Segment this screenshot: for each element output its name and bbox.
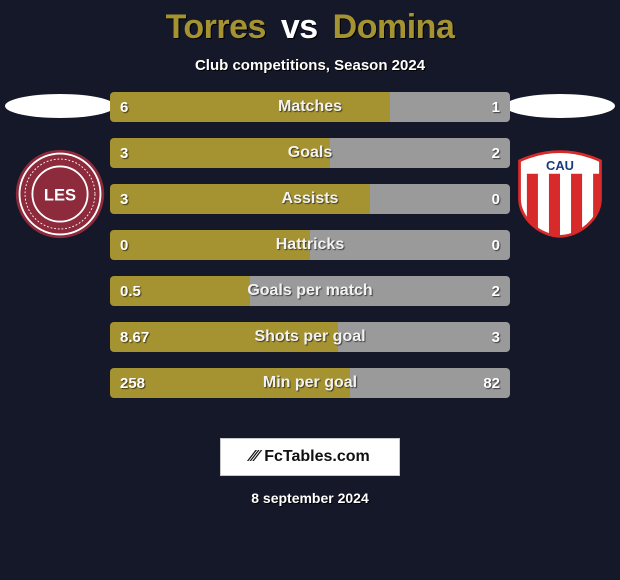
bar-left	[110, 184, 370, 214]
stat-row: 8.673Shots per goal	[110, 322, 510, 352]
stat-value-right: 2	[482, 138, 510, 168]
brand-glyph-icon: ⁄⁄⁄	[250, 448, 258, 466]
comparison-panel: LES CAU 61Matc	[0, 92, 620, 422]
lanus-crest-icon: LES	[14, 148, 106, 240]
right-team-crest: CAU	[514, 148, 606, 240]
stat-row: 0.52Goals per match	[110, 276, 510, 306]
stat-row: 00Hattricks	[110, 230, 510, 260]
union-crest-icon: CAU	[514, 148, 606, 240]
stat-value-right: 0	[482, 184, 510, 214]
subtitle: Club competitions, Season 2024	[0, 57, 620, 74]
bar-left	[110, 230, 310, 260]
stats-bars: 61Matches32Goals30Assists00Hattricks0.52…	[110, 92, 510, 414]
stat-value-left: 3	[110, 184, 138, 214]
player2-name: Domina	[333, 8, 455, 46]
stat-value-left: 0.5	[110, 276, 151, 306]
left-team-crest: LES	[14, 148, 106, 240]
stat-row: 30Assists	[110, 184, 510, 214]
svg-text:LES: LES	[44, 185, 76, 204]
player1-name: Torres	[166, 8, 266, 46]
bar-right	[250, 276, 510, 306]
stat-row: 25882Min per goal	[110, 368, 510, 398]
left-side: LES	[0, 92, 120, 240]
bar-left	[110, 138, 330, 168]
date-text: 8 september 2024	[0, 490, 620, 506]
stat-value-right: 3	[482, 322, 510, 352]
brand-box[interactable]: ⁄⁄⁄ FcTables.com	[220, 438, 400, 476]
stat-value-left: 0	[110, 230, 138, 260]
vs-text: vs	[281, 8, 318, 46]
stat-value-right: 1	[482, 92, 510, 122]
stat-value-right: 82	[473, 368, 510, 398]
bar-left	[110, 92, 390, 122]
stat-row: 61Matches	[110, 92, 510, 122]
bar-right	[310, 230, 510, 260]
stat-value-left: 3	[110, 138, 138, 168]
stat-value-left: 8.67	[110, 322, 159, 352]
stat-value-right: 0	[482, 230, 510, 260]
stat-row: 32Goals	[110, 138, 510, 168]
left-ellipse-shadow	[5, 94, 115, 118]
right-side: CAU	[500, 92, 620, 240]
svg-text:CAU: CAU	[546, 158, 574, 173]
stat-value-left: 6	[110, 92, 138, 122]
right-ellipse-shadow	[505, 94, 615, 118]
stat-value-right: 2	[482, 276, 510, 306]
page-title: Torres vs Domina	[0, 0, 620, 47]
stat-value-left: 258	[110, 368, 155, 398]
brand-text: FcTables.com	[264, 448, 370, 466]
